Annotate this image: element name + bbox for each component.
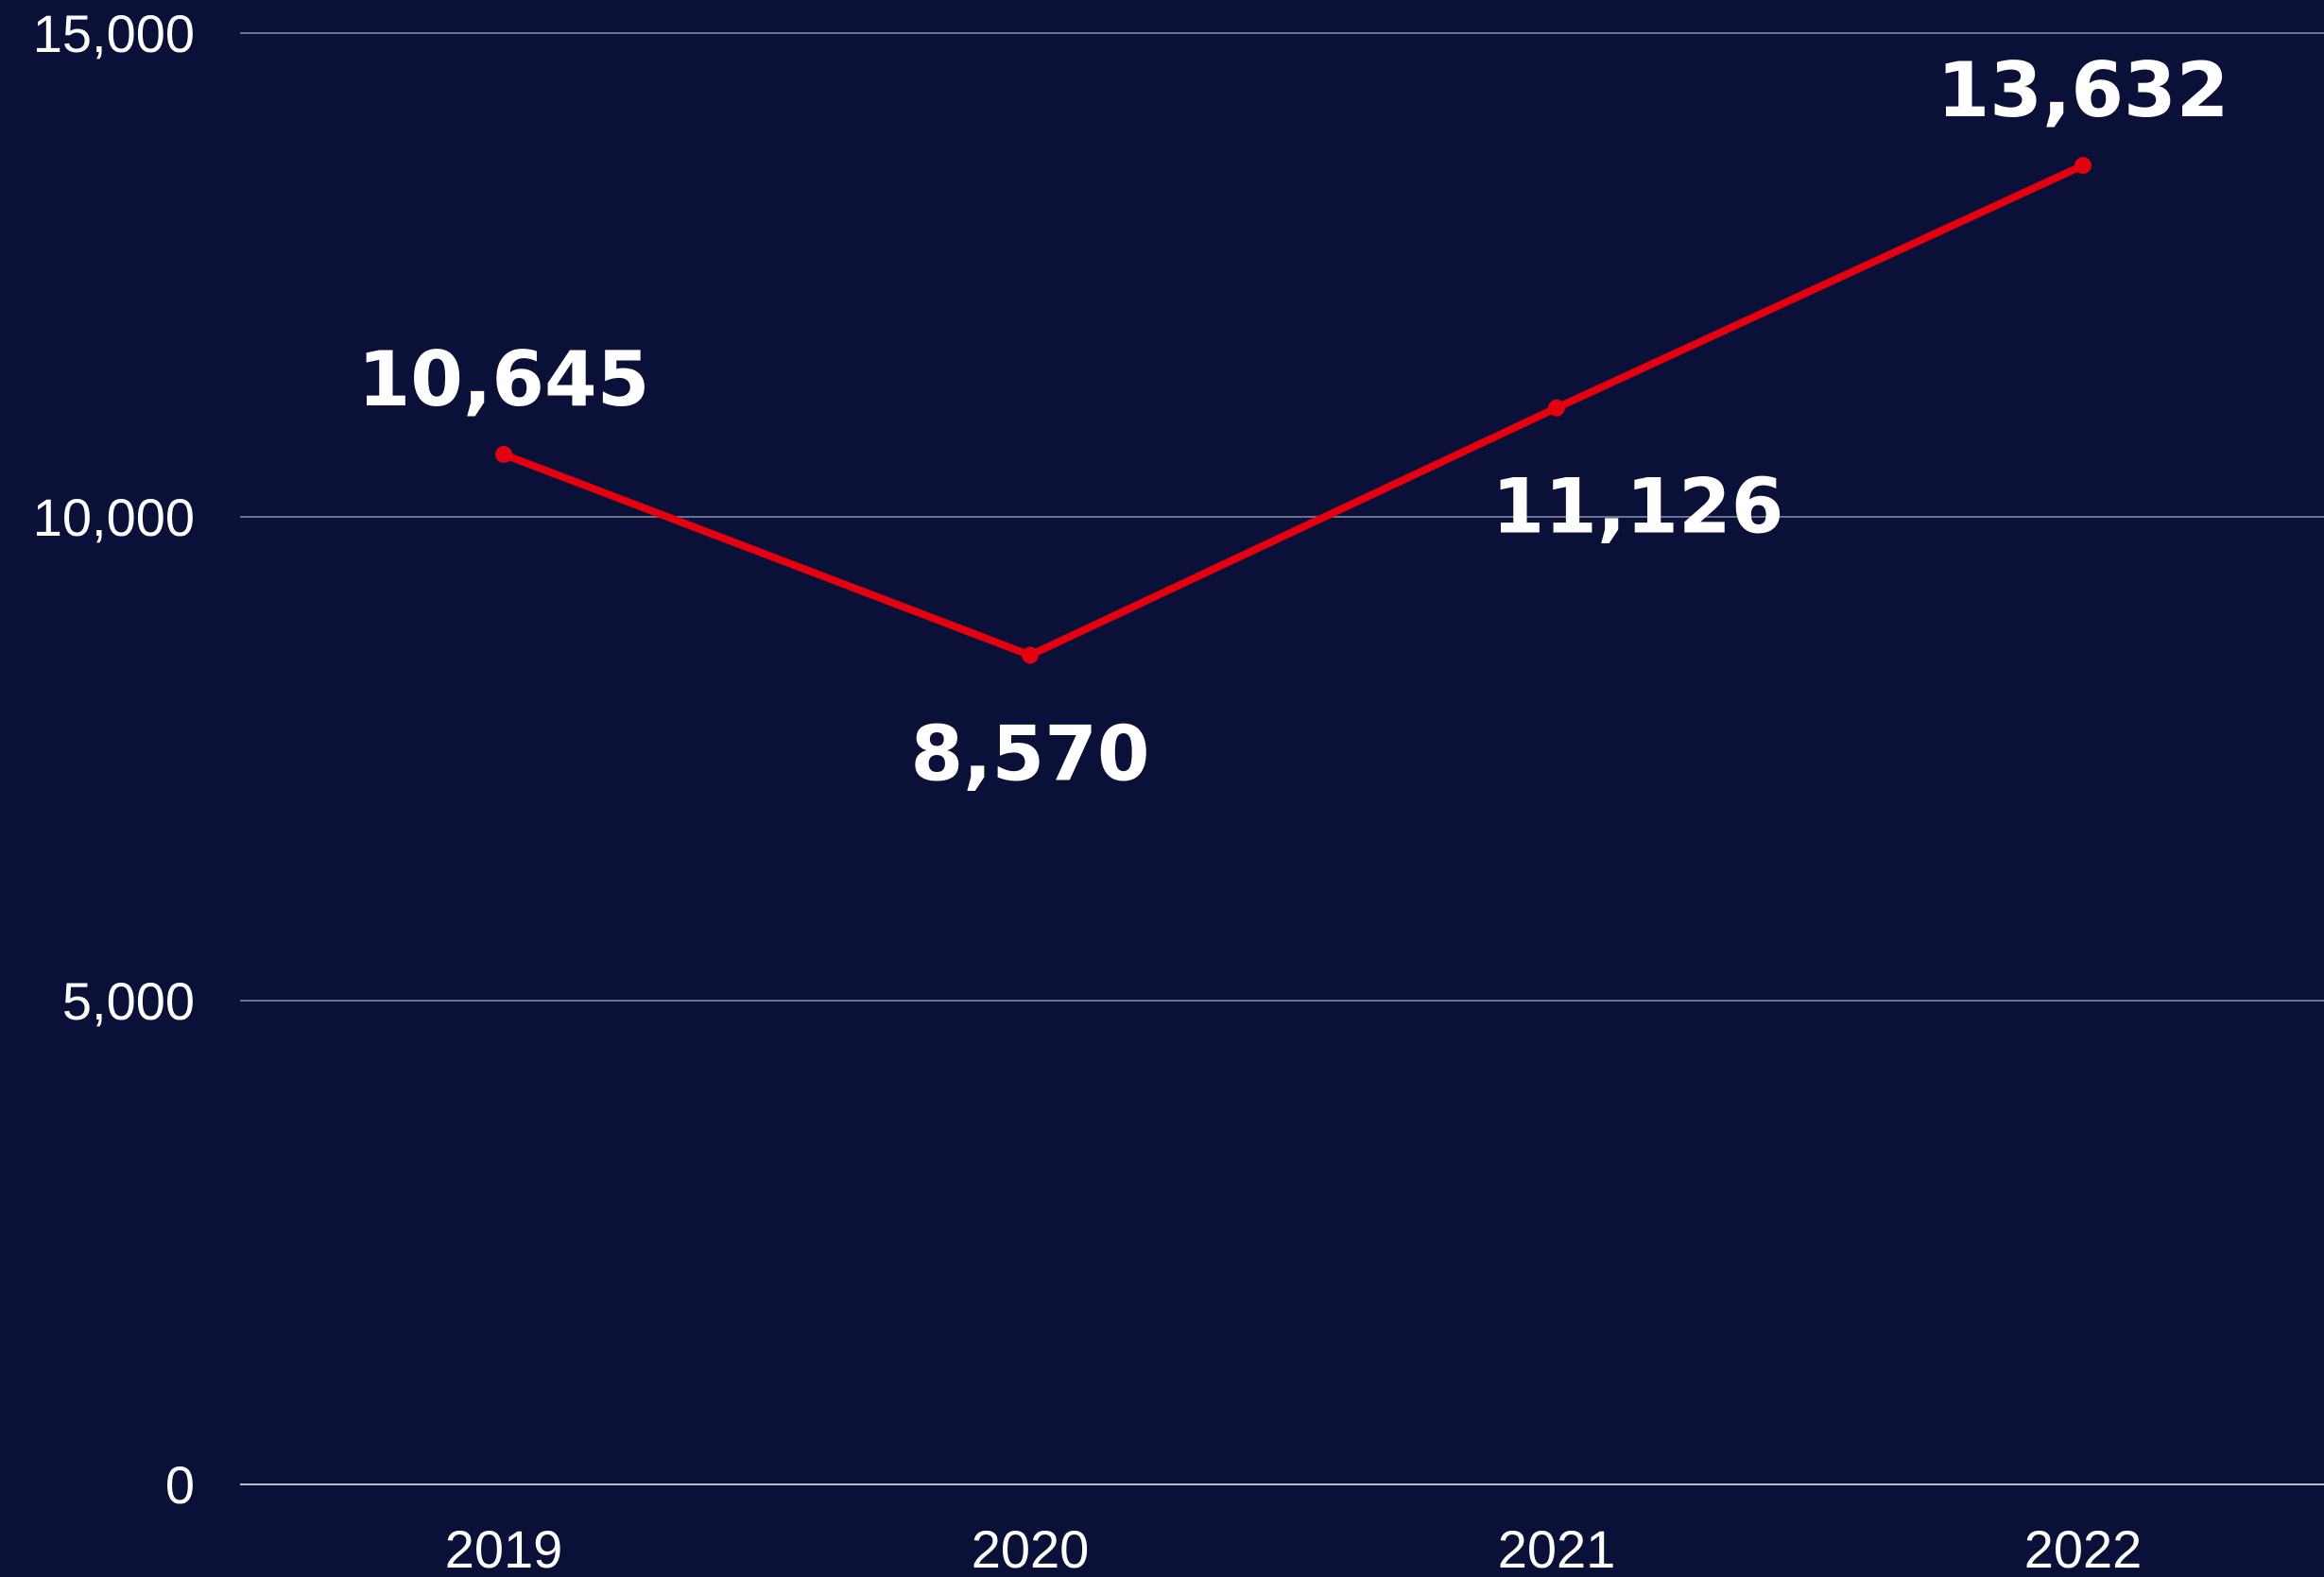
series-line <box>500 162 2087 660</box>
data-labels: 10,645 8,570 11,126 13,632 <box>358 46 2229 797</box>
y-axis-ticks: 0 5,000 10,000 15,000 <box>33 4 195 1515</box>
data-label-2019: 10,645 <box>358 335 650 423</box>
y-tick-label-10000: 10,000 <box>33 488 195 547</box>
y-tick-label-15000: 15,000 <box>33 4 195 63</box>
x-tick-label-2021: 2021 <box>1498 1519 1616 1577</box>
series-line-group <box>495 157 2092 664</box>
data-label-2022: 13,632 <box>1937 46 2229 134</box>
y-tick-label-0: 0 <box>165 1455 195 1515</box>
y-tick-label-5000: 5,000 <box>62 971 195 1031</box>
data-point-2020 <box>1022 646 1039 664</box>
data-label-2021: 11,126 <box>1492 463 1784 551</box>
x-axis-ticks: 2019 2020 2021 2022 <box>445 1519 2143 1577</box>
x-tick-label-2020: 2020 <box>972 1519 1090 1577</box>
data-point-2019 <box>495 445 512 463</box>
data-point-2022 <box>2074 157 2092 175</box>
gridlines <box>240 32 2324 1485</box>
data-label-2020: 8,570 <box>910 710 1149 797</box>
x-tick-label-2019: 2019 <box>445 1519 563 1577</box>
data-point-2021 <box>1548 399 1565 417</box>
x-tick-label-2022: 2022 <box>2024 1519 2143 1577</box>
